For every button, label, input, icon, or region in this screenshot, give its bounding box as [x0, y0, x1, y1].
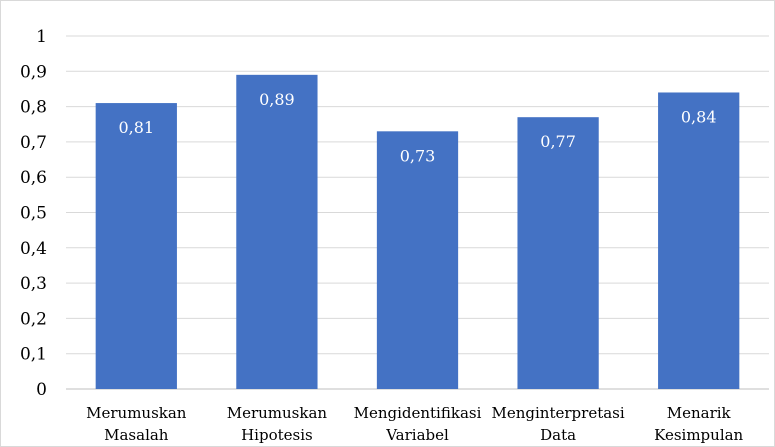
y-tick-label: 0,9 [20, 62, 47, 82]
category-label: Menginterpretasi [492, 404, 625, 422]
data-label: 0,73 [400, 146, 436, 165]
bars [95, 74, 740, 389]
y-axis-tick-labels: 0 0,1 0,2 0,3 0,4 0,5 0,6 0,7 0,8 0,9 1 [20, 27, 47, 400]
category-label: Data [540, 426, 576, 444]
y-tick-label: 0,2 [20, 309, 47, 329]
category-label: Merumuskan [86, 404, 187, 422]
y-tick-label: 0,5 [20, 204, 47, 224]
bar [376, 131, 459, 389]
y-tick-label: 0 [36, 380, 47, 400]
y-tick-label: 0,6 [20, 168, 47, 188]
category-label: Hipotesis [241, 426, 313, 444]
y-tick-label: 0,4 [20, 239, 47, 259]
category-label: Mengidentifikasi [354, 404, 482, 422]
y-tick-label: 0,3 [20, 274, 47, 294]
data-label: 0,89 [259, 90, 295, 109]
y-tick-label: 0,8 [20, 98, 47, 118]
category-label: Merumuskan [227, 404, 328, 422]
data-labels: 0,81 0,89 0,73 0,77 0,84 [118, 90, 716, 165]
bar [95, 103, 177, 389]
y-tick-label: 1 [36, 27, 47, 47]
bar [236, 74, 318, 389]
y-tick-label: 0,7 [20, 133, 47, 153]
data-label: 0,84 [681, 107, 717, 126]
data-label: 0,81 [118, 118, 154, 137]
category-label: Kesimpulan [654, 426, 743, 444]
category-labels: Merumuskan Masalah Merumuskan Hipotesis Meng… [86, 404, 743, 444]
category-label: Menarik [667, 404, 732, 422]
category-label: Variabel [385, 426, 449, 444]
bar [517, 117, 599, 389]
data-label: 0,77 [540, 132, 576, 151]
y-tick-label: 0,1 [20, 345, 47, 365]
category-label: Masalah [104, 426, 169, 444]
bar [658, 92, 740, 389]
